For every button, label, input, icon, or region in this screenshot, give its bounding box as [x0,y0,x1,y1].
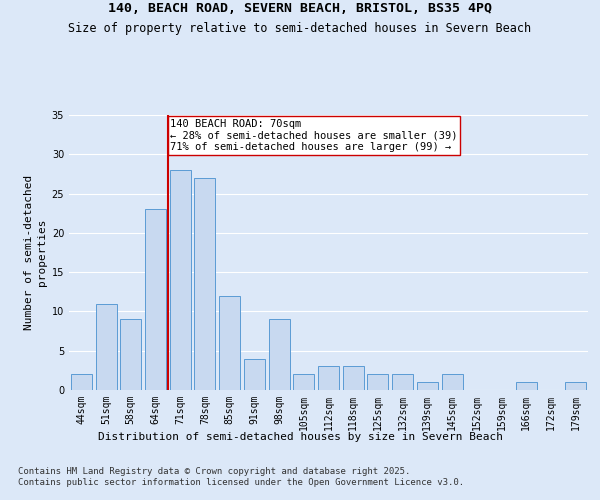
Bar [367,374,388,390]
Bar [194,178,215,390]
Bar [516,382,537,390]
Bar [120,320,141,390]
Bar [318,366,339,390]
Bar [95,304,116,390]
Bar [417,382,438,390]
Text: Size of property relative to semi-detached houses in Severn Beach: Size of property relative to semi-detach… [68,22,532,35]
Bar [269,320,290,390]
Text: 140 BEACH ROAD: 70sqm
← 28% of semi-detached houses are smaller (39)
71% of semi: 140 BEACH ROAD: 70sqm ← 28% of semi-deta… [170,119,458,152]
Bar [244,358,265,390]
Text: 140, BEACH ROAD, SEVERN BEACH, BRISTOL, BS35 4PQ: 140, BEACH ROAD, SEVERN BEACH, BRISTOL, … [108,2,492,16]
Y-axis label: Number of semi-detached
properties: Number of semi-detached properties [24,175,47,330]
Bar [293,374,314,390]
Bar [343,366,364,390]
Bar [219,296,240,390]
Bar [145,210,166,390]
Bar [392,374,413,390]
Text: Contains HM Land Registry data © Crown copyright and database right 2025.
Contai: Contains HM Land Registry data © Crown c… [18,468,464,487]
Bar [71,374,92,390]
Bar [442,374,463,390]
Bar [565,382,586,390]
Bar [170,170,191,390]
Text: Distribution of semi-detached houses by size in Severn Beach: Distribution of semi-detached houses by … [97,432,503,442]
